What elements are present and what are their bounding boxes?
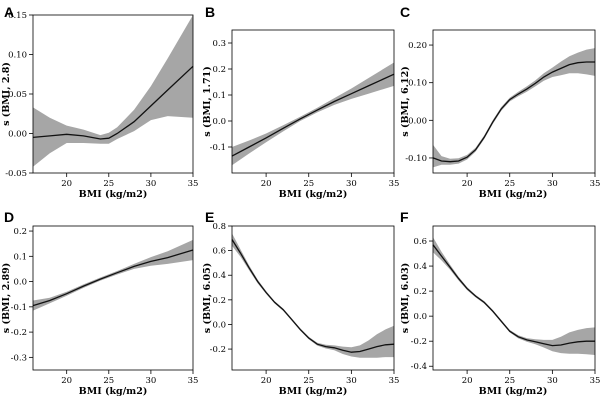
y-tick-label: 0.6 <box>212 247 226 257</box>
panel-letter: E <box>205 209 214 225</box>
y-axis-label: s (BMI, 2.8) <box>1 62 12 126</box>
plot-frame <box>432 225 596 371</box>
y-tick-label: -0.05 <box>5 169 27 179</box>
x-tick-label: 30 <box>547 179 558 189</box>
x-tick-label: 20 <box>462 179 473 189</box>
y-tick-label: 0.6 <box>413 237 427 247</box>
y-tick-label: 0.1 <box>13 252 27 262</box>
confidence-band <box>33 15 193 167</box>
y-tick-label: 0.4 <box>413 262 427 272</box>
y-tick-label: -0.3 <box>11 353 27 363</box>
panel-letter: C <box>400 4 410 20</box>
panel-letter: B <box>205 4 215 20</box>
confidence-band <box>433 48 595 168</box>
confidence-band <box>433 237 595 355</box>
x-tick-label: 30 <box>346 179 357 189</box>
y-tick-label: -0.2 <box>411 337 427 347</box>
x-tick-label: 20 <box>61 376 72 386</box>
smooth-line <box>32 65 194 140</box>
x-axis-label: BMI (kg/m2) <box>79 189 148 200</box>
panel-c: C 20 25 30 35 -0.10 0.00 0.10 0.20 BMI (kg/m2) s (… <box>400 4 600 200</box>
y-tick-label: 0.2 <box>13 227 27 237</box>
y-tick-label: 0.20 <box>408 41 427 51</box>
plot-frame <box>32 225 194 371</box>
panel-b: B 20 25 30 35 -0.1 0.0 0.1 0.2 0.3 BMI (kg/m2) s (B… <box>202 4 399 200</box>
smooth-line <box>231 73 395 157</box>
y-tick-label: 0.00 <box>8 130 27 140</box>
y-tick-label: -0.1 <box>11 303 27 313</box>
y-tick-label: 0.15 <box>8 11 27 21</box>
x-tick-label: 25 <box>504 179 515 189</box>
x-tick-label: 30 <box>346 376 357 386</box>
y-tick-label: -0.4 <box>411 362 427 372</box>
x-tick-label: 20 <box>261 376 272 386</box>
x-tick-label: 25 <box>103 376 114 386</box>
smooth-line <box>231 239 395 353</box>
y-tick-label: 0.2 <box>413 287 427 297</box>
y-tick-label: 0.00 <box>408 116 427 126</box>
plot-frame <box>231 225 395 371</box>
y-tick-label: 0.3 <box>212 39 226 49</box>
smooth-line <box>432 61 595 163</box>
x-tick-label: 30 <box>145 179 156 189</box>
x-axis-label: BMI (kg/m2) <box>479 189 548 200</box>
y-tick-label: 0.8 <box>212 222 226 232</box>
x-axis-label: BMI (kg/m2) <box>79 386 148 397</box>
x-tick-label: 20 <box>462 376 473 386</box>
y-tick-label: 0.1 <box>212 91 226 101</box>
y-tick-label: 0.10 <box>408 79 427 89</box>
x-tick-label: 35 <box>590 376 600 386</box>
x-tick-label: 20 <box>261 179 272 189</box>
y-tick-label: 0.4 <box>212 271 226 281</box>
panel-letter: A <box>4 4 14 20</box>
y-tick-label: -0.2 <box>210 345 226 355</box>
y-axis-label: s (BMI, 6.03) <box>400 263 411 333</box>
panel-d: D 20 25 30 35 -0.3 -0.2 -0.1 0.0 0.1 0.2 BMI (kg/m2… <box>1 209 198 397</box>
y-tick-label: 0.10 <box>8 51 27 61</box>
panel-e: E 20 25 30 35 -0.2 0.0 0.2 0.4 0.6 0.8 BMI (kg/m2) s… <box>202 209 399 397</box>
x-tick-label: 35 <box>389 376 400 386</box>
y-axis-label: s (BMI, 6.05) <box>202 263 213 333</box>
y-tick-label: 0.05 <box>8 90 27 100</box>
y-tick-label: -0.10 <box>405 154 427 164</box>
smooth-line <box>432 244 595 347</box>
y-tick-label: 0.0 <box>413 312 427 322</box>
x-tick-label: 20 <box>61 179 72 189</box>
x-axis-label: BMI (kg/m2) <box>279 386 348 397</box>
x-tick-label: 35 <box>389 179 400 189</box>
x-tick-label: 25 <box>303 179 314 189</box>
y-tick-label: 0.0 <box>13 278 27 288</box>
plot-frame <box>231 29 395 174</box>
x-axis-label: BMI (kg/m2) <box>479 386 548 397</box>
y-tick-label: 0.2 <box>212 65 226 75</box>
y-axis-label: s (BMI, 1.71) <box>202 66 213 136</box>
y-axis-label: s (BMI, 2.89) <box>1 263 12 333</box>
y-axis-label: s (BMI, 6.12) <box>400 66 411 136</box>
y-tick-label: -0.2 <box>11 328 27 338</box>
confidence-band <box>232 233 394 358</box>
x-tick-label: 35 <box>188 179 199 189</box>
y-tick-label: 0.0 <box>212 320 226 330</box>
y-tick-label: 0.0 <box>212 117 226 127</box>
x-tick-label: 35 <box>590 179 600 189</box>
smooth-line <box>32 249 194 307</box>
x-tick-label: 30 <box>547 376 558 386</box>
plot-frame <box>432 29 596 174</box>
x-tick-label: 25 <box>103 179 114 189</box>
x-tick-label: 35 <box>188 376 199 386</box>
x-tick-label: 25 <box>504 376 515 386</box>
confidence-band <box>33 239 193 311</box>
x-tick-label: 25 <box>303 376 314 386</box>
panel-letter: F <box>400 209 409 225</box>
panel-letter: D <box>4 209 14 225</box>
x-tick-label: 30 <box>145 376 156 386</box>
x-axis-label: BMI (kg/m2) <box>279 189 348 200</box>
panel-f: F 20 25 30 35 -0.4 -0.2 0.0 0.2 0.4 0.6 BMI (kg/m2)… <box>400 209 600 397</box>
y-tick-label: 0.2 <box>212 296 226 306</box>
confidence-band <box>232 62 394 166</box>
y-tick-label: -0.1 <box>210 143 226 153</box>
panel-a: A 20 25 30 35 -0.05 0.00 0.05 0.10 0.15 BMI (kg/m2… <box>1 4 198 200</box>
